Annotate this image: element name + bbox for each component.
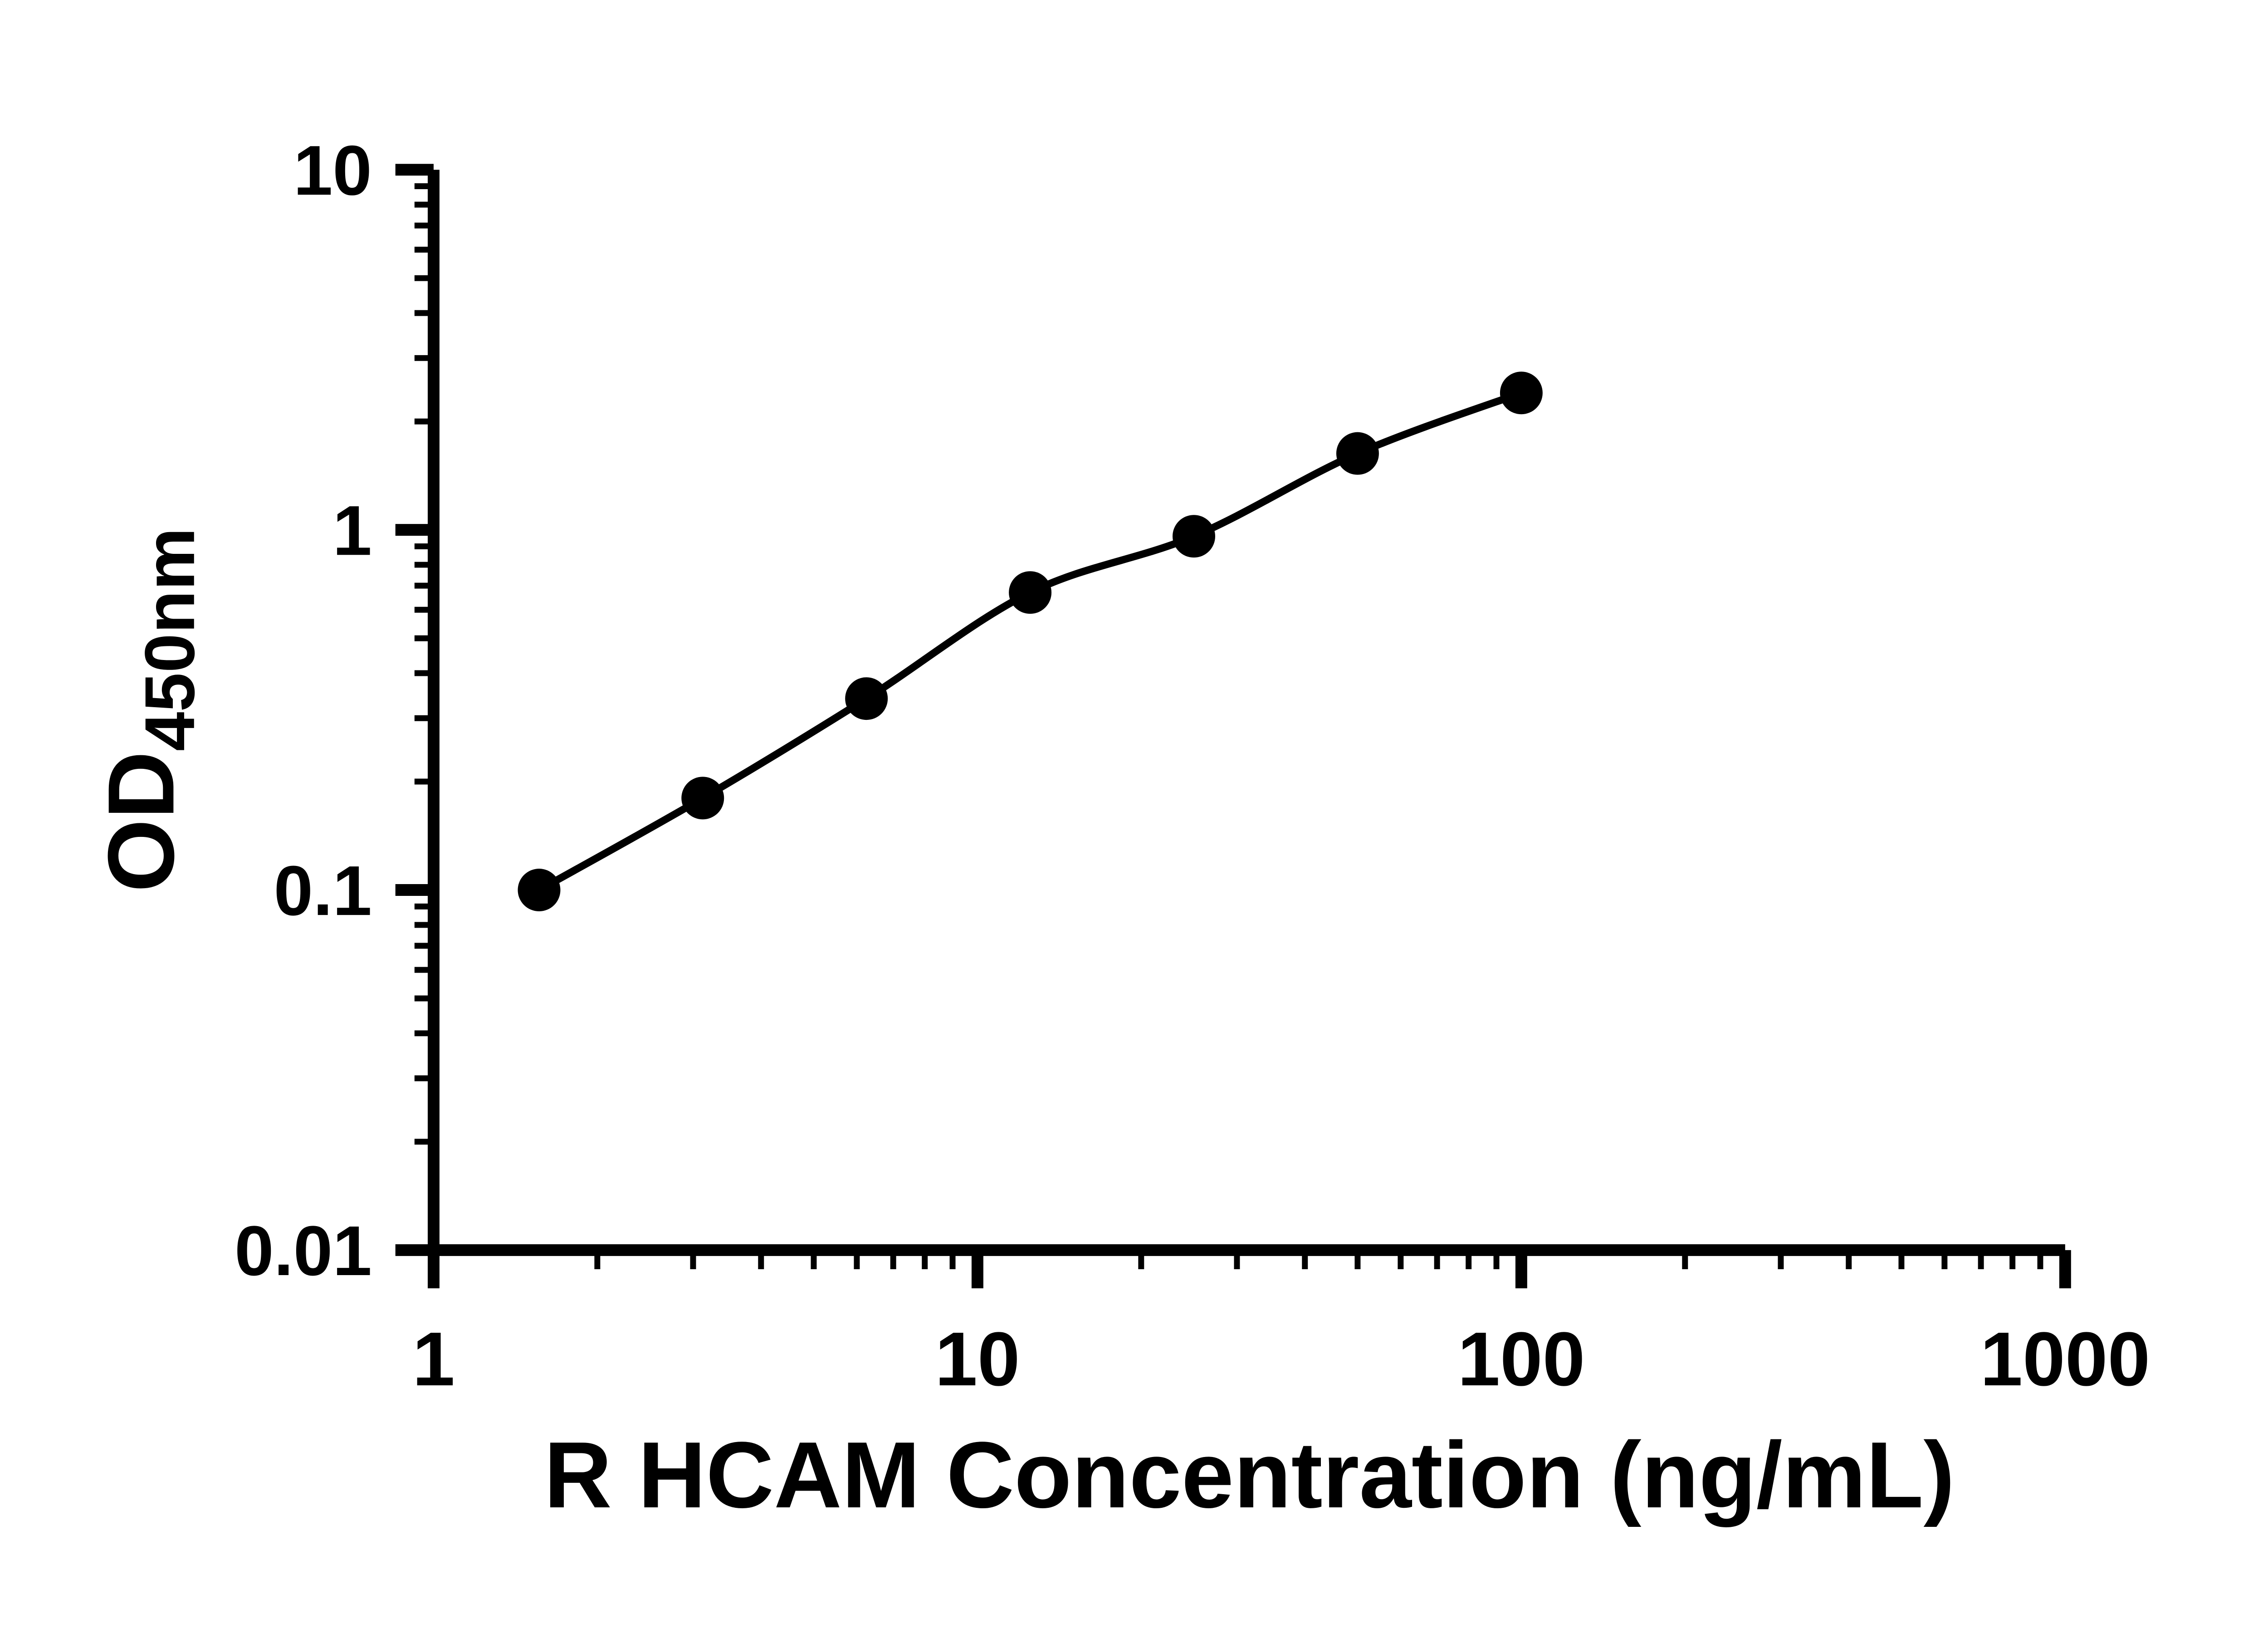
- data-point: [1173, 515, 1215, 558]
- y-tick-label: 10: [293, 131, 372, 210]
- data-point: [518, 869, 561, 912]
- x-tick-label: 10: [935, 1316, 1020, 1402]
- y-tick-label: 0.1: [274, 851, 372, 930]
- data-points: [518, 372, 1543, 912]
- x-tick-label: 1: [412, 1316, 455, 1402]
- y-tick-label: 1: [332, 491, 371, 570]
- data-point: [1500, 372, 1543, 415]
- x-tick-label: 100: [1457, 1316, 1585, 1402]
- axes: [395, 164, 2071, 1289]
- data-point: [1336, 432, 1379, 475]
- y-axis-title-subscript: 450nm: [130, 528, 209, 751]
- fitted-curve: [537, 389, 1523, 894]
- y-axis-title: OD450nm: [88, 528, 209, 892]
- y-tick-label: 0.01: [235, 1211, 372, 1290]
- data-point: [681, 777, 724, 820]
- data-point: [845, 677, 888, 720]
- x-tick-label: 1000: [1980, 1316, 2150, 1402]
- x-axis-title: R HCAM Concentration (ng/mL): [544, 1422, 1955, 1527]
- data-point: [1009, 571, 1052, 614]
- y-axis-title-main: OD: [88, 751, 193, 892]
